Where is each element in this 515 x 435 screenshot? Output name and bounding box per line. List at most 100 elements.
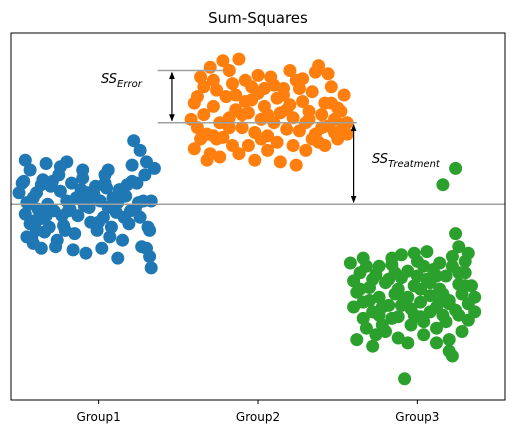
data-point bbox=[324, 96, 338, 110]
data-point bbox=[350, 333, 364, 347]
data-point bbox=[34, 241, 48, 255]
data-point bbox=[39, 157, 53, 170]
data-point bbox=[194, 70, 208, 84]
data-point bbox=[30, 186, 43, 200]
data-point bbox=[65, 176, 79, 190]
data-point bbox=[296, 72, 310, 86]
data-point bbox=[226, 139, 239, 152]
data-point bbox=[423, 289, 437, 303]
data-point bbox=[347, 300, 361, 314]
data-point bbox=[17, 174, 31, 188]
data-point bbox=[23, 163, 37, 177]
data-point bbox=[414, 295, 427, 309]
data-point bbox=[324, 80, 338, 94]
data-point bbox=[257, 82, 271, 95]
ss-treatment-label: SSTreatment bbox=[372, 152, 441, 170]
data-point bbox=[120, 178, 134, 192]
data-point bbox=[114, 188, 128, 201]
data-point bbox=[401, 336, 415, 350]
data-point bbox=[391, 282, 405, 296]
data-point bbox=[423, 305, 437, 319]
data-point bbox=[292, 82, 306, 95]
data-point bbox=[55, 209, 69, 223]
data-point bbox=[430, 336, 443, 350]
data-point bbox=[273, 155, 287, 169]
data-point bbox=[308, 65, 322, 79]
chart-title: Sum-Squares bbox=[208, 9, 308, 27]
data-point bbox=[442, 333, 456, 347]
data-point bbox=[394, 248, 408, 262]
data-point bbox=[101, 201, 115, 214]
data-point bbox=[147, 161, 161, 175]
data-point bbox=[433, 256, 447, 270]
data-point bbox=[401, 290, 415, 304]
data-point bbox=[321, 67, 335, 81]
data-point bbox=[104, 220, 118, 234]
data-point bbox=[353, 282, 367, 296]
data-point bbox=[235, 108, 249, 122]
data-point bbox=[140, 241, 153, 255]
data-point bbox=[283, 64, 297, 77]
data-point bbox=[18, 207, 32, 221]
data-point bbox=[356, 251, 370, 265]
data-point bbox=[133, 210, 147, 224]
data-point bbox=[130, 176, 144, 190]
data-point bbox=[445, 349, 459, 363]
data-point bbox=[200, 153, 214, 167]
data-point bbox=[261, 143, 275, 157]
data-point bbox=[111, 251, 125, 265]
x-tick-label: Group1 bbox=[77, 410, 121, 424]
data-point bbox=[190, 90, 204, 104]
data-point bbox=[305, 85, 319, 99]
data-point bbox=[203, 60, 217, 74]
data-point bbox=[407, 246, 421, 260]
data-point bbox=[241, 139, 255, 152]
x-tick-label: Group3 bbox=[395, 410, 439, 424]
data-point bbox=[81, 194, 94, 208]
data-point bbox=[401, 264, 415, 278]
data-point bbox=[289, 158, 303, 172]
data-point bbox=[190, 121, 204, 135]
data-point bbox=[334, 104, 348, 118]
data-point bbox=[436, 287, 450, 301]
data-point bbox=[379, 325, 392, 338]
data-point bbox=[222, 121, 236, 135]
data-point bbox=[53, 160, 67, 174]
data-point bbox=[238, 73, 252, 87]
data-point bbox=[92, 215, 106, 229]
data-point bbox=[468, 305, 482, 319]
data-point bbox=[197, 108, 211, 122]
data-point bbox=[245, 93, 259, 107]
ss-error-base: SS bbox=[101, 72, 117, 87]
data-point bbox=[219, 90, 233, 104]
data-point bbox=[251, 68, 265, 82]
data-point bbox=[363, 294, 376, 307]
data-point bbox=[206, 73, 220, 87]
data-point bbox=[261, 108, 275, 122]
data-point bbox=[66, 243, 80, 257]
data-point bbox=[414, 282, 427, 296]
data-point bbox=[277, 88, 290, 102]
data-point bbox=[213, 150, 227, 164]
data-point bbox=[53, 184, 67, 198]
data-point bbox=[235, 121, 249, 135]
data-point bbox=[315, 108, 329, 122]
data-point bbox=[382, 272, 396, 286]
data-point bbox=[461, 246, 475, 260]
data-point bbox=[270, 135, 284, 149]
data-point bbox=[340, 127, 354, 141]
series-group-1 bbox=[12, 134, 161, 275]
scatter-points bbox=[12, 52, 482, 386]
data-point bbox=[445, 250, 459, 263]
data-point bbox=[372, 308, 386, 322]
data-point bbox=[302, 112, 316, 126]
ss-treatment-subscript: Treatment bbox=[388, 159, 441, 170]
data-point bbox=[30, 223, 43, 237]
data-point bbox=[95, 241, 109, 255]
data-point bbox=[127, 134, 141, 148]
data-point bbox=[116, 233, 129, 247]
data-point bbox=[42, 220, 56, 234]
data-point bbox=[229, 88, 243, 102]
data-point bbox=[449, 161, 463, 175]
data-point bbox=[452, 240, 466, 254]
